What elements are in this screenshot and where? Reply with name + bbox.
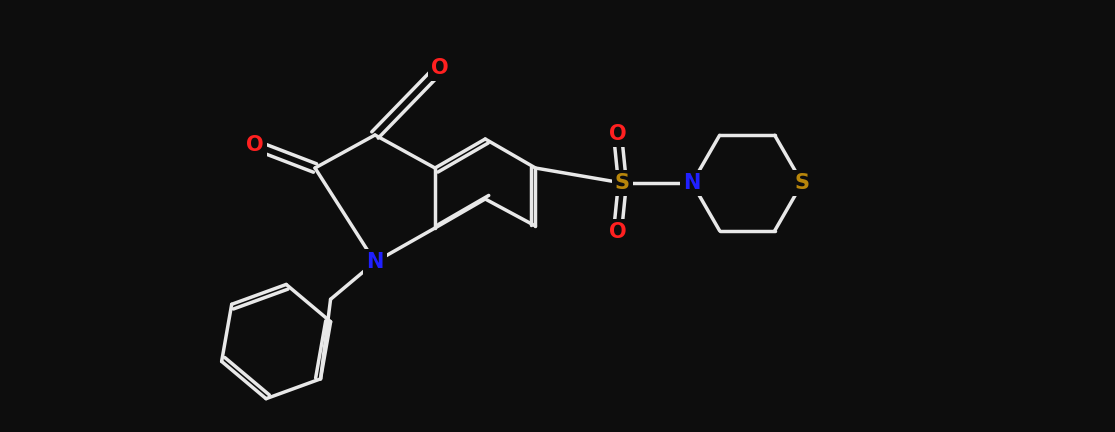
Text: O: O — [609, 124, 627, 144]
Text: S: S — [795, 173, 809, 193]
Text: S: S — [615, 173, 630, 193]
Text: O: O — [432, 58, 449, 78]
Text: O: O — [246, 135, 264, 155]
Text: O: O — [609, 222, 627, 242]
Text: N: N — [683, 173, 700, 193]
Text: N: N — [367, 252, 384, 272]
